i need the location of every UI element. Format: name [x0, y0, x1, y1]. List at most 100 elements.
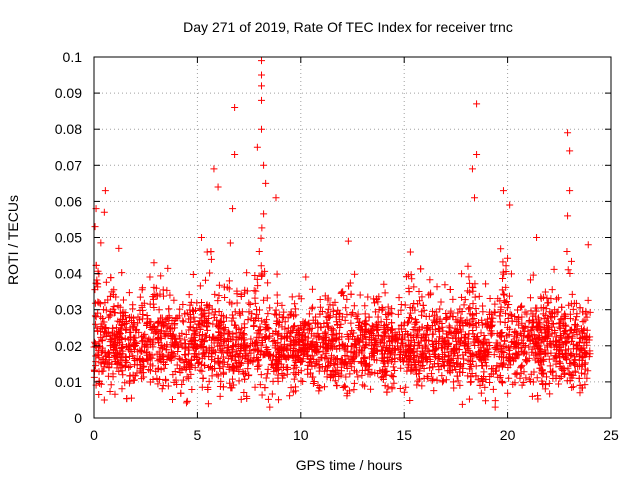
- data-point: [331, 377, 339, 385]
- data-point: [278, 301, 286, 309]
- data-point: [193, 342, 201, 350]
- data-point: [418, 311, 426, 319]
- data-point: [100, 208, 108, 216]
- data-point: [541, 349, 549, 357]
- data-point: [272, 361, 280, 369]
- data-point: [136, 293, 144, 301]
- data-point: [116, 349, 124, 357]
- data-point: [275, 318, 283, 326]
- data-point: [545, 379, 553, 387]
- data-point: [485, 338, 493, 346]
- data-point: [534, 395, 542, 403]
- data-point: [425, 348, 433, 356]
- data-point: [258, 57, 266, 65]
- data-point: [219, 353, 227, 361]
- data-point: [449, 334, 457, 342]
- data-point: [521, 323, 529, 331]
- data-point: [546, 390, 554, 398]
- data-point: [554, 294, 562, 302]
- data-point: [208, 372, 216, 380]
- data-point: [290, 361, 298, 369]
- data-point: [126, 314, 134, 322]
- data-point: [233, 299, 241, 307]
- data-point: [382, 328, 390, 336]
- data-point: [482, 397, 490, 405]
- data-point: [160, 364, 168, 372]
- data-point: [199, 374, 207, 382]
- data-point: [134, 319, 142, 327]
- data-point: [400, 388, 408, 396]
- data-point: [160, 330, 168, 338]
- data-point: [412, 316, 420, 324]
- data-point: [344, 237, 352, 245]
- data-point: [97, 323, 105, 331]
- data-point: [112, 358, 120, 366]
- data-point: [416, 367, 424, 375]
- data-point: [464, 262, 472, 270]
- data-point: [580, 327, 588, 335]
- data-point: [412, 370, 420, 378]
- data-point: [345, 387, 353, 395]
- data-point: [252, 287, 260, 295]
- data-point: [552, 374, 560, 382]
- data-point: [442, 376, 450, 384]
- data-point: [278, 323, 286, 331]
- data-point: [453, 341, 461, 349]
- data-point: [237, 291, 245, 299]
- data-point: [302, 333, 310, 341]
- data-point: [213, 370, 221, 378]
- data-point: [381, 382, 389, 390]
- data-point: [406, 355, 414, 363]
- data-point: [326, 301, 334, 309]
- data-point: [240, 320, 248, 328]
- data-point: [532, 307, 540, 315]
- data-point: [361, 382, 369, 390]
- data-point: [100, 318, 108, 326]
- data-point: [557, 315, 565, 323]
- data-point: [511, 340, 519, 348]
- data-point: [244, 365, 252, 373]
- data-point: [294, 326, 302, 334]
- data-point: [523, 310, 531, 318]
- data-point: [95, 391, 103, 399]
- data-point: [379, 354, 387, 362]
- data-point: [250, 322, 258, 330]
- data-point: [181, 310, 189, 318]
- data-point: [433, 283, 441, 291]
- data-point: [199, 338, 207, 346]
- data-point: [438, 372, 446, 380]
- data-point: [582, 350, 590, 358]
- data-point: [502, 268, 510, 276]
- data-point: [489, 385, 497, 393]
- data-point: [165, 305, 173, 313]
- data-point: [392, 335, 400, 343]
- data-point: [228, 364, 236, 372]
- data-point: [422, 313, 430, 321]
- data-point: [258, 96, 266, 104]
- data-point: [433, 313, 441, 321]
- data-point: [346, 279, 354, 287]
- data-point: [324, 314, 332, 322]
- data-point: [473, 150, 481, 158]
- data-point: [530, 331, 538, 339]
- data-point: [582, 335, 590, 343]
- data-point: [311, 347, 319, 355]
- data-point: [308, 342, 316, 350]
- data-point: [95, 299, 103, 307]
- data-point: [517, 303, 525, 311]
- data-point: [537, 357, 545, 365]
- data-point: [215, 328, 223, 336]
- data-point: [560, 327, 568, 335]
- data-point: [101, 187, 109, 195]
- data-points: [90, 57, 594, 411]
- data-point: [220, 368, 228, 376]
- data-point: [258, 224, 266, 232]
- data-point: [135, 355, 143, 363]
- data-point: [566, 359, 574, 367]
- data-point: [347, 319, 355, 327]
- x-tick-label: 10: [293, 427, 309, 443]
- data-point: [554, 343, 562, 351]
- data-point: [475, 292, 483, 300]
- data-point: [216, 392, 224, 400]
